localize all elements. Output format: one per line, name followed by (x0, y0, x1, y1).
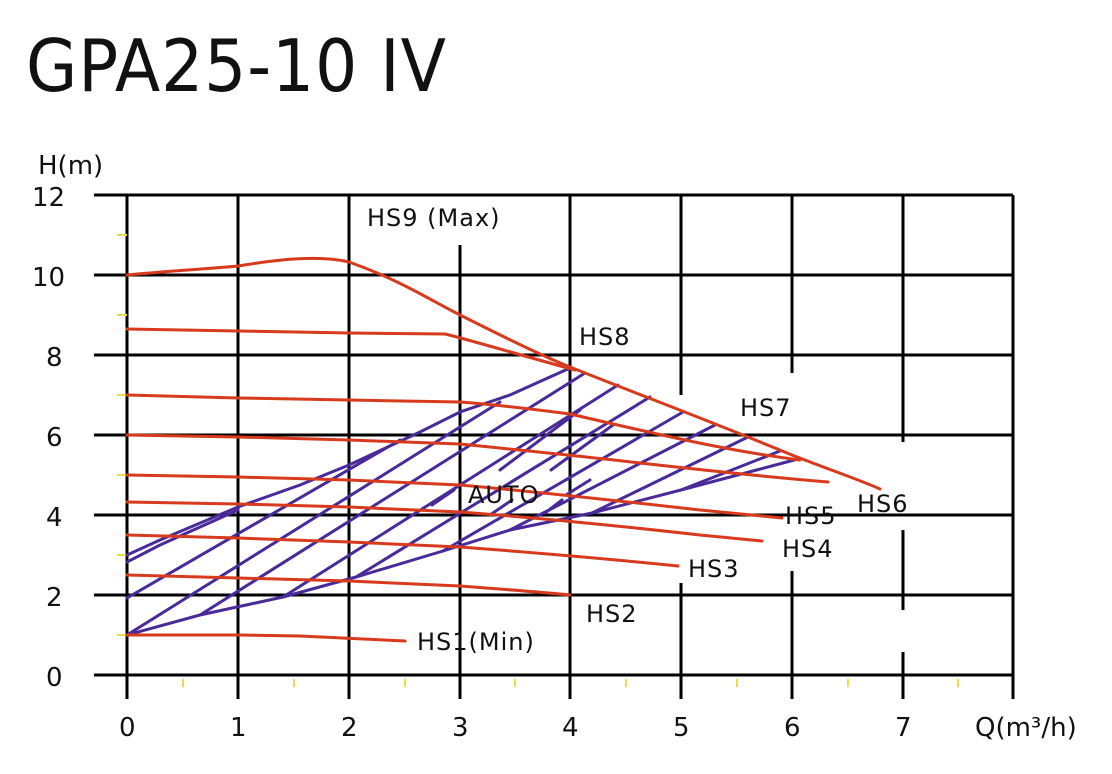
y-tick-10: 10 (32, 263, 65, 293)
x-tick-6: 6 (784, 713, 801, 743)
y-tick-0: 0 (46, 663, 63, 693)
curve-hs4 (125, 500, 764, 543)
curve-hs1 (125, 633, 407, 643)
curve-hs2 (125, 573, 572, 597)
label-hs9: HS9 (Max) (367, 204, 501, 232)
hs-curves (125, 256, 882, 643)
label-auto: AUTO (468, 481, 540, 509)
curve-hs7 (125, 393, 802, 462)
label-hs8: HS8 (579, 323, 631, 351)
grid (94, 193, 1015, 699)
x-tick-1: 1 (230, 713, 247, 743)
x-tick-0: 0 (119, 713, 136, 743)
auto-region (125, 366, 800, 637)
x-tick-4: 4 (562, 713, 579, 743)
label-hs6: HS6 (857, 490, 909, 518)
y-tick-2: 2 (46, 583, 63, 613)
curve-hs6 (125, 433, 830, 484)
y-tick-6: 6 (46, 423, 63, 453)
label-hs2: HS2 (586, 600, 638, 628)
curve-hs5 (125, 473, 784, 520)
x-axis-label: Q(m³/h) (975, 713, 1077, 743)
x-tick-5: 5 (673, 713, 690, 743)
y-axis-label: H(m) (38, 151, 103, 181)
x-tick-3: 3 (452, 713, 469, 743)
label-hs4: HS4 (782, 535, 834, 563)
label-hs3: HS3 (688, 555, 740, 583)
x-tick-2: 2 (341, 713, 358, 743)
y-tick-8: 8 (46, 343, 63, 373)
curve-hs8 (125, 327, 577, 372)
y-tick-12: 12 (32, 183, 65, 213)
chart-title: GPA25-10 IV (26, 24, 447, 108)
curve-hs3 (125, 533, 680, 568)
x-tick-7: 7 (895, 713, 912, 743)
y-tick-4: 4 (46, 503, 63, 533)
label-hs1: HS1(Min) (417, 628, 535, 656)
label-hs5: HS5 (785, 502, 837, 530)
label-hs7: HS7 (740, 394, 792, 422)
minor-ticks (117, 234, 959, 687)
curve-hs9 (125, 256, 882, 491)
